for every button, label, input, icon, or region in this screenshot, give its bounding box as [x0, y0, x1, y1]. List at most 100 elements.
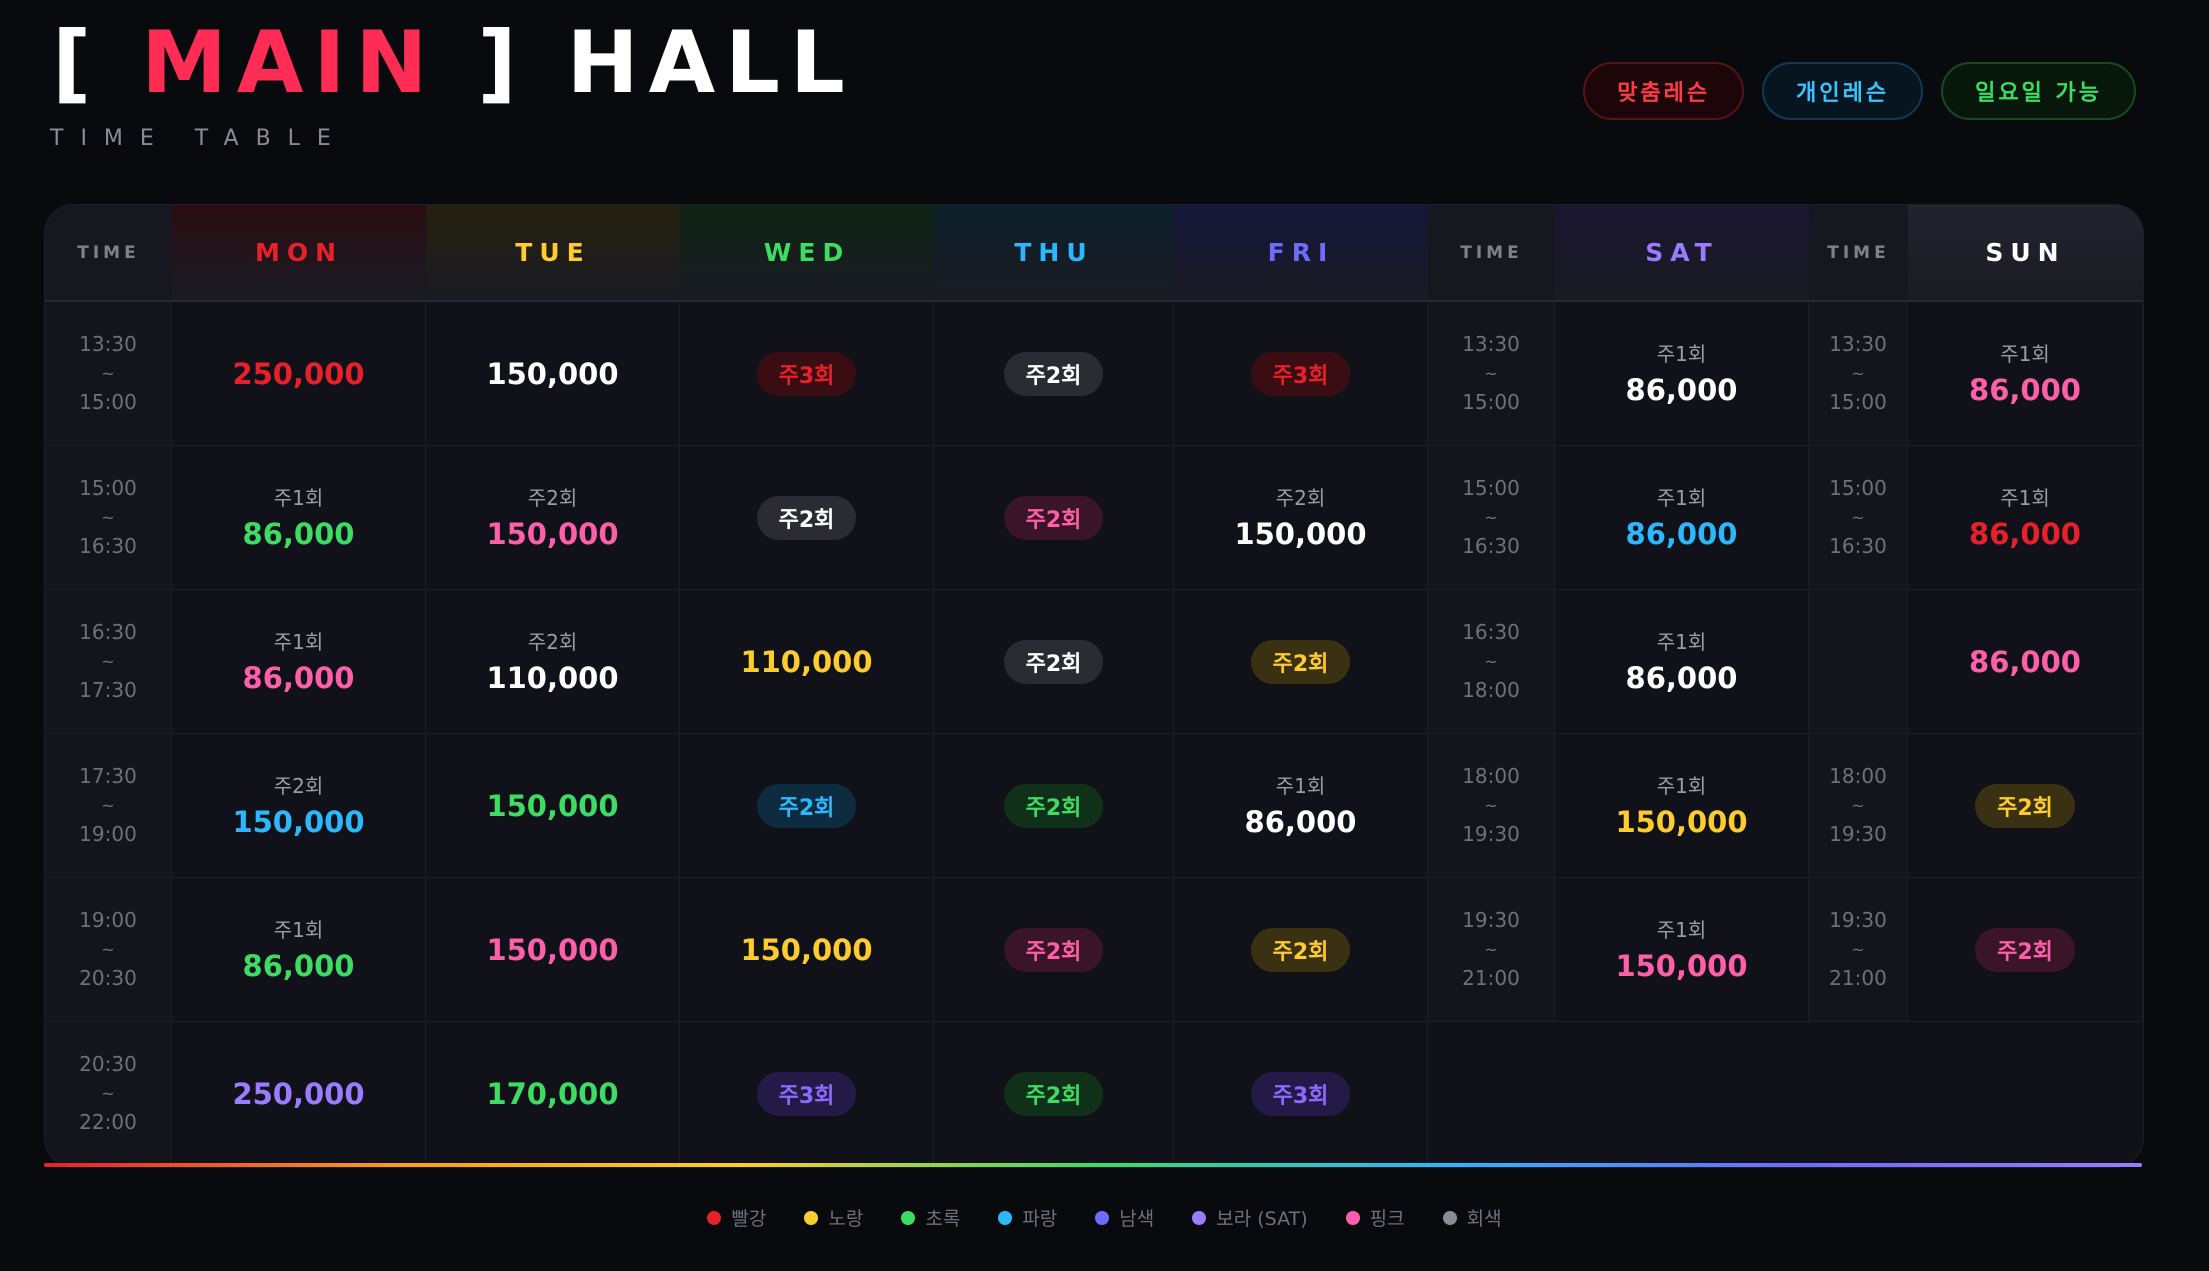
- time-separator: ~: [1851, 940, 1865, 959]
- column-header-tue: TUE: [426, 205, 680, 302]
- time-end: 16:30: [1829, 534, 1887, 558]
- price-value: 110,000: [486, 660, 619, 695]
- timetable-grid: TIME MON TUE WED THU FRI TIME SAT TIME SUN 13:30 ~1…: [45, 205, 2143, 1166]
- frequency-badge: 주2회: [1250, 639, 1351, 684]
- legend-pill-green: 일요일 가능: [1941, 62, 2136, 120]
- time-separator: ~: [101, 508, 115, 527]
- price-value: 86,000: [242, 660, 355, 695]
- frequency-label: 주1회: [1656, 773, 1707, 798]
- frequency-label: 주1회: [273, 917, 324, 942]
- price-value: 86,000: [1625, 372, 1738, 407]
- price-cell: 주1회 86,000: [172, 878, 426, 1022]
- color-dot-icon: [901, 1210, 916, 1225]
- color-legend-label: 초록: [925, 1208, 961, 1230]
- time-start: 13:30: [1829, 332, 1887, 356]
- color-dot-icon: [1345, 1210, 1360, 1225]
- price-value: 150,000: [232, 804, 365, 839]
- time-separator: ~: [1851, 508, 1865, 527]
- empty-cell: [1908, 1022, 2143, 1166]
- time-end: 21:00: [1829, 966, 1887, 990]
- time-start: 13:30: [79, 332, 137, 356]
- price-value: 150,000: [486, 788, 619, 823]
- frequency-label: 주1회: [2000, 341, 2050, 366]
- price-value: 150,000: [486, 356, 619, 391]
- time-end: 19:30: [1462, 822, 1520, 846]
- time-end: 16:30: [1462, 534, 1520, 558]
- time-slot: 13:30 ~15:00: [1428, 302, 1555, 446]
- color-legend-label: 회색: [1466, 1208, 1502, 1230]
- price-cell: 150,000: [426, 302, 680, 446]
- title-bracket-close: ]: [477, 13, 527, 113]
- frequency-badge: 주3회: [756, 1071, 857, 1116]
- color-dot-icon: [707, 1210, 722, 1225]
- price-cell: 주1회 86,000: [1908, 302, 2143, 446]
- time-separator: ~: [1484, 940, 1498, 959]
- frequency-badge: 주2회: [1003, 639, 1104, 684]
- frequency-label: 주1회: [1656, 485, 1707, 510]
- time-start: 20:30: [79, 1052, 137, 1076]
- time-separator: ~: [1851, 796, 1865, 815]
- price-cell: 주1회 86,000: [1555, 446, 1809, 590]
- time-separator: ~: [101, 364, 115, 383]
- time-separator: ~: [101, 796, 115, 815]
- frequency-badge: 주3회: [1250, 1071, 1351, 1116]
- price-cell: 86,000: [1908, 590, 2143, 734]
- frequency-badge: 주3회: [1250, 351, 1351, 396]
- frequency-badge: 주2회: [1003, 783, 1104, 828]
- color-dot-icon: [804, 1210, 819, 1225]
- time-start: 18:00: [1462, 764, 1520, 788]
- price-cell: 주2회 150,000: [1174, 446, 1428, 590]
- legend-pill-red: 맞춤레슨: [1583, 62, 1745, 120]
- price-cell: 250,000: [172, 1022, 426, 1166]
- column-header-time: TIME: [1809, 205, 1908, 302]
- frequency-label: 주1회: [1656, 917, 1707, 942]
- badge-cell: 주3회: [680, 1022, 934, 1166]
- frequency-badge: 주2회: [1975, 927, 2075, 972]
- column-header-fri: FRI: [1174, 205, 1428, 302]
- price-value: 150,000: [740, 932, 873, 967]
- frequency-label: 주2회: [527, 629, 578, 654]
- price-cell: 250,000: [172, 302, 426, 446]
- time-slot-blank: [1809, 590, 1908, 734]
- frequency-badge: 주2회: [1003, 1071, 1104, 1116]
- color-dot-icon: [1095, 1210, 1110, 1225]
- time-start: 19:30: [1829, 908, 1887, 932]
- price-value: 86,000: [1244, 804, 1357, 839]
- frequency-label: 주2회: [527, 485, 578, 510]
- time-slot: 19:30 ~21:00: [1809, 878, 1908, 1022]
- time-separator: ~: [1851, 364, 1865, 383]
- page-subtitle: TIME TABLE: [50, 126, 348, 151]
- time-slot: 18:00 ~19:30: [1809, 734, 1908, 878]
- time-slot: 13:30 ~15:00: [1809, 302, 1908, 446]
- time-separator: ~: [1484, 364, 1498, 383]
- time-separator: ~: [1484, 652, 1498, 671]
- frequency-badge: 주2회: [756, 495, 857, 540]
- badge-cell: 주2회: [934, 734, 1174, 878]
- timetable: TIME MON TUE WED THU FRI TIME SAT TIME SUN 13:30 ~1…: [44, 204, 2144, 1168]
- price-cell: 150,000: [426, 878, 680, 1022]
- title-hall: HALL: [566, 13, 855, 113]
- time-start: 16:30: [1462, 620, 1520, 644]
- badge-cell: 주2회: [934, 878, 1174, 1022]
- badge-cell: 주3회: [1174, 1022, 1428, 1166]
- time-start: 17:30: [79, 764, 137, 788]
- frequency-label: 주1회: [273, 629, 324, 654]
- price-value: 86,000: [242, 516, 355, 551]
- frequency-label: 주1회: [1275, 773, 1326, 798]
- time-slot: 15:00 ~16:30: [1428, 446, 1555, 590]
- time-start: 15:00: [79, 476, 137, 500]
- time-slot: 17:30 ~19:00: [45, 734, 172, 878]
- price-cell: 주1회 150,000: [1555, 878, 1809, 1022]
- column-header-sun: SUN: [1908, 205, 2143, 302]
- price-value: 86,000: [1969, 372, 2081, 407]
- frequency-label: 주2회: [273, 773, 324, 798]
- color-legend-item: 노랑: [804, 1204, 863, 1231]
- color-legend-item: 회색: [1442, 1204, 1502, 1231]
- price-value: 150,000: [1615, 804, 1748, 839]
- frequency-badge: 주2회: [1003, 351, 1104, 396]
- time-slot: 15:00 ~16:30: [1809, 446, 1908, 590]
- frequency-label: 주2회: [1275, 485, 1326, 510]
- column-header-mon: MON: [172, 205, 426, 302]
- price-cell: 주1회 86,000: [172, 590, 426, 734]
- badge-cell: 주2회: [934, 446, 1174, 590]
